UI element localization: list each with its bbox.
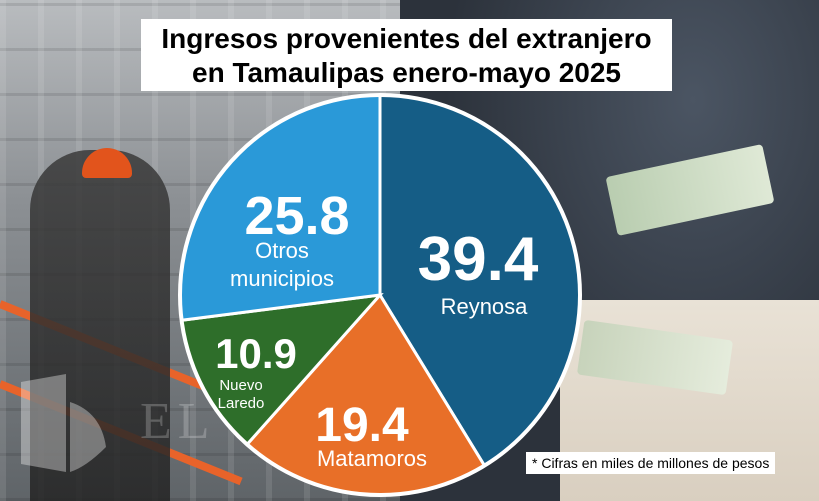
chart-title-line-2: en Tamaulipas enero-mayo 2025 <box>192 57 621 88</box>
slice-label-otros-municipios: Otros <box>255 238 309 263</box>
worker-figure <box>30 150 170 501</box>
slice-value-nuevo-laredo: 10.9 <box>215 330 297 377</box>
slice-label-otros-municipios: municipios <box>230 266 334 291</box>
footnote: * Cifras en miles de millones de pesos <box>526 452 776 474</box>
watermark-logo-icon <box>21 374 106 472</box>
title-box: Ingresos provenientes del extranjero en … <box>141 19 672 91</box>
slice-label-nuevo-laredo: Nuevo <box>219 377 262 394</box>
slice-label-reynosa: Reynosa <box>441 294 529 319</box>
slice-label-matamoros: Matamoros <box>317 446 427 471</box>
chart-title-line-1: Ingresos provenientes del extranjero <box>161 23 652 54</box>
pie-outline <box>178 93 582 497</box>
slice-value-otros-municipios: 25.8 <box>244 186 349 246</box>
slice-value-reynosa: 39.4 <box>418 225 539 294</box>
slice-value-matamoros: 19.4 <box>315 399 409 452</box>
slice-label-nuevo-laredo: Laredo <box>218 395 265 412</box>
